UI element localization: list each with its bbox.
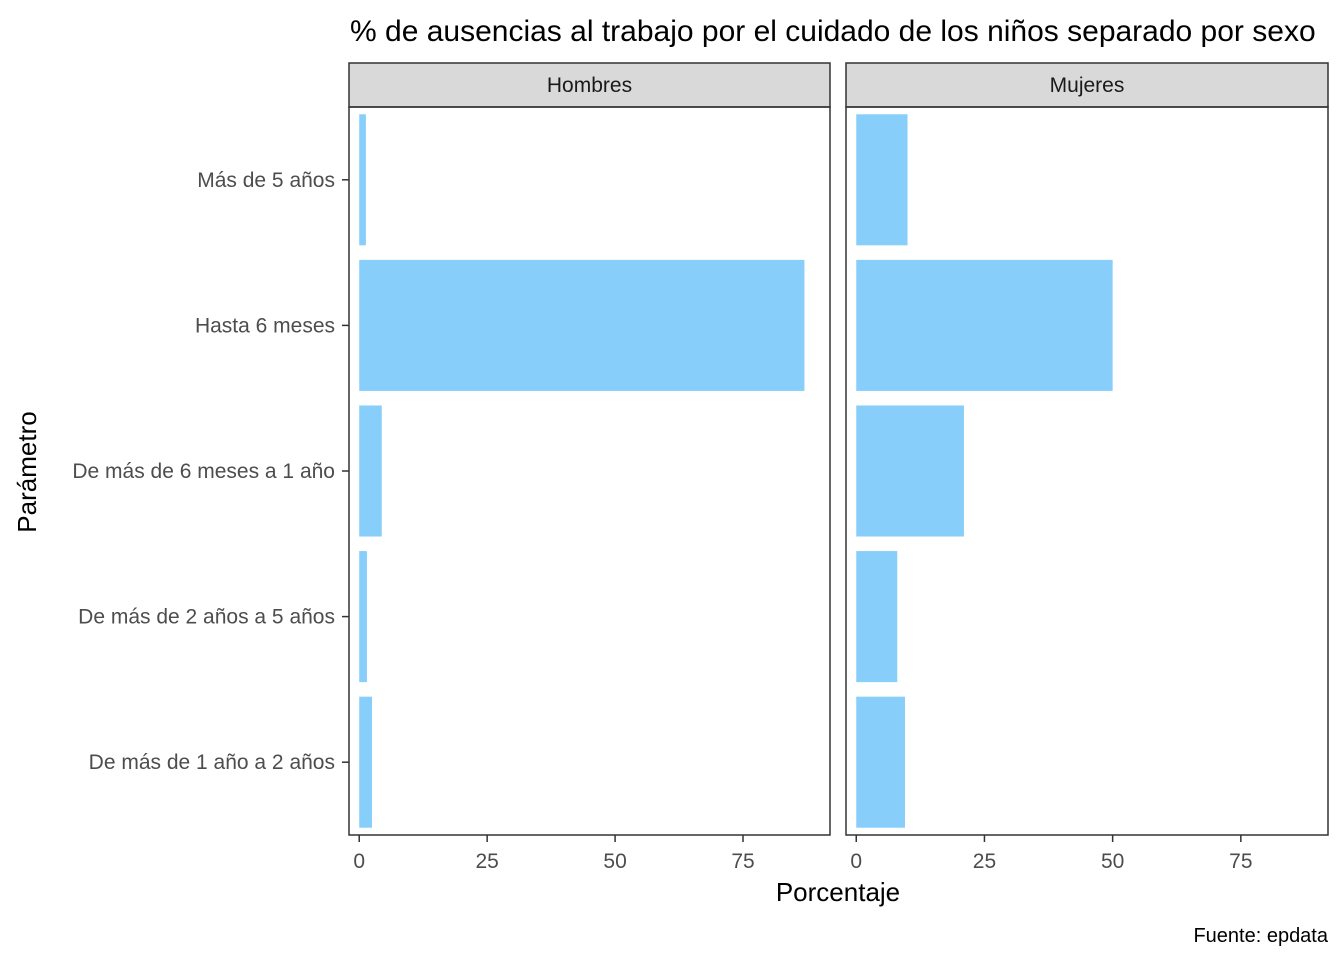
bar [856,114,908,246]
x-tick-label: 50 [1101,850,1124,873]
panel-border [348,106,831,836]
x-tick-label: 75 [1229,850,1252,873]
facet-strip-label: Hombres [547,74,632,97]
facet-strip [348,62,831,108]
bar [856,405,964,537]
x-tick-label: 25 [973,850,996,873]
bar [359,405,382,537]
bar [359,696,373,828]
caption: Fuente: epdata [1193,925,1328,947]
y-tick-label: De más de 1 año a 2 años [89,751,335,774]
bar [856,551,898,683]
bar [359,259,805,391]
bar [359,551,367,683]
bar [856,696,905,828]
x-tick-label: 75 [731,850,754,873]
y-axis-title: Parámetro [12,411,42,532]
y-tick-label: Hasta 6 meses [195,314,335,337]
x-tick-label: 25 [475,850,498,873]
panel-border [845,106,1329,836]
panels: Hombres 0 25 50 75 Mujeres 0 25 50 75 [348,62,1329,873]
chart-title: % de ausencias al trabajo por el cuidado… [350,15,1316,48]
y-tick-label: De más de 6 meses a 1 año [72,460,335,483]
x-tick-label: 50 [603,850,626,873]
x-tick-label: 0 [850,850,862,873]
panel-mujeres: Mujeres 0 25 50 75 [845,62,1329,873]
bar [359,114,366,246]
y-tick-label: Más de 5 años [197,169,335,192]
bar [856,259,1113,391]
facet-strip-label: Mujeres [1050,74,1125,97]
x-tick-label: 0 [353,850,365,873]
panel-hombres: Hombres 0 25 50 75 [348,62,831,873]
x-axis-title: Porcentaje [776,877,900,907]
y-tick-label: De más de 2 años a 5 años [78,606,335,629]
y-axis: Más de 5 años Hasta 6 meses De más de 6 me… [72,169,349,774]
